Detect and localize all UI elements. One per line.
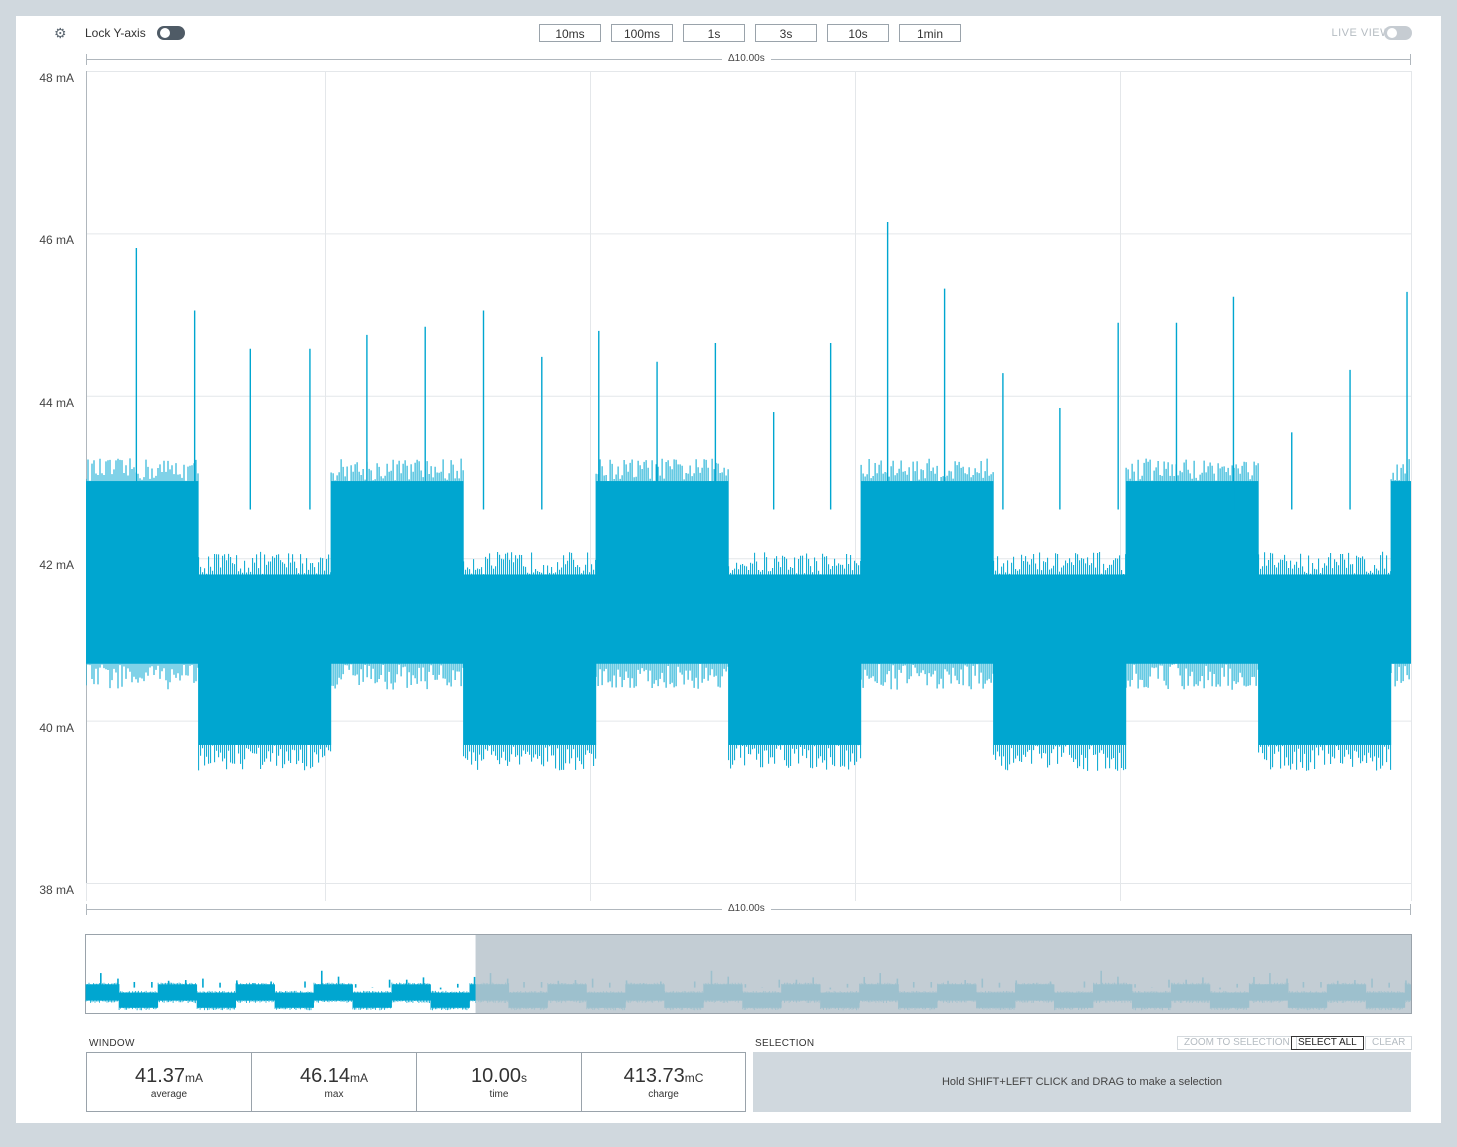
- trace-noise: [198, 551, 332, 771]
- minimap-outside-window[interactable]: [475, 935, 1411, 1013]
- stat-label: max: [324, 1089, 344, 1100]
- range-tick-right: [1410, 904, 1411, 915]
- stat-average: 41.37mA average: [87, 1053, 251, 1111]
- minimap-noise: [274, 990, 313, 1011]
- minimap[interactable]: [85, 934, 1412, 1014]
- stat-label: average: [150, 1089, 188, 1100]
- time-button-1min[interactable]: 1min: [899, 24, 961, 42]
- range-tick-right: [1410, 54, 1411, 65]
- y-tick-label: 42 mA: [39, 558, 74, 572]
- minimap-noise: [118, 990, 157, 1011]
- minimap-noise: [85, 982, 120, 1003]
- chart-grid: [86, 71, 1412, 901]
- y-tick-label: 46 mA: [39, 233, 74, 247]
- zoom-to-selection-button[interactable]: ZOOM TO SELECTION: [1177, 1036, 1297, 1050]
- toggle-knob: [160, 28, 170, 38]
- live-view-label: LIVE VIEW: [1331, 27, 1391, 39]
- current-chart[interactable]: [86, 71, 1412, 901]
- trace-noise: [463, 552, 597, 771]
- lock-y-axis-toggle[interactable]: [157, 26, 185, 40]
- trace-noise: [1125, 458, 1259, 690]
- minimap-noise: [391, 982, 430, 1003]
- stat-label: charge: [648, 1089, 679, 1100]
- selection-section-title: SELECTION: [755, 1038, 815, 1049]
- trace-noise: [330, 458, 464, 690]
- time-button-1s[interactable]: 1s: [683, 24, 745, 42]
- trace-noise: [728, 552, 862, 770]
- time-button-10s[interactable]: 10s: [827, 24, 889, 42]
- clear-button[interactable]: CLEAR: [1365, 1036, 1413, 1050]
- range-delta-bottom: Δ10.00s: [722, 903, 771, 914]
- stat-divider: [581, 1053, 582, 1111]
- live-view-toggle[interactable]: [1384, 26, 1412, 40]
- stat-time: 10.00s time: [417, 1053, 581, 1111]
- minimap-noise: [352, 990, 391, 1011]
- y-tick-label: 48 mA: [39, 71, 74, 85]
- trace-noise: [860, 458, 994, 690]
- gear-icon[interactable]: ⚙: [54, 25, 67, 41]
- stat-unit: mA: [185, 1071, 204, 1085]
- stat-value: 413.73: [623, 1065, 685, 1087]
- stat-max: 46.14mA max: [252, 1053, 416, 1111]
- toggle-knob: [1387, 28, 1397, 38]
- lock-y-axis-label: Lock Y-axis: [85, 26, 146, 40]
- stat-value: 41.37: [134, 1065, 186, 1087]
- stat-unit: mC: [684, 1071, 704, 1085]
- stat-charge: 413.73mC charge: [582, 1053, 745, 1111]
- stat-unit: s: [521, 1071, 528, 1085]
- minimap-noise: [469, 982, 475, 1002]
- trace-noise: [595, 458, 729, 689]
- window-section-title: WINDOW: [89, 1038, 135, 1049]
- selection-hint-area[interactable]: Hold SHIFT+LEFT CLICK and DRAG to make a…: [753, 1052, 1411, 1112]
- minimap-noise: [235, 982, 274, 1003]
- stat-value: 46.14: [299, 1065, 351, 1087]
- range-delta-top: Δ10.00s: [722, 53, 771, 64]
- stat-value: 10.00: [470, 1065, 522, 1087]
- trace-noise: [1390, 459, 1410, 687]
- trace-noise: [1258, 551, 1392, 771]
- stat-label: time: [489, 1089, 509, 1100]
- minimap-noise: [430, 990, 469, 1011]
- app-panel: ⚙ Lock Y-axis 10ms 100ms 1s 3s 10s 1min …: [16, 16, 1441, 1123]
- stat-divider: [416, 1053, 417, 1111]
- range-tick-left: [86, 54, 87, 65]
- trace-noise: [993, 552, 1127, 771]
- time-button-3s[interactable]: 3s: [755, 24, 817, 42]
- range-tick-left: [86, 904, 87, 915]
- select-all-button[interactable]: SELECT ALL: [1291, 1036, 1364, 1050]
- time-button-10ms[interactable]: 10ms: [539, 24, 601, 42]
- stat-divider: [251, 1053, 252, 1111]
- time-button-100ms[interactable]: 100ms: [611, 24, 673, 42]
- minimap-noise: [157, 982, 196, 1004]
- minimap-noise: [313, 982, 352, 1003]
- y-tick-label: 44 mA: [39, 396, 74, 410]
- trace-noise: [86, 458, 199, 690]
- stat-unit: mA: [350, 1071, 369, 1085]
- window-stats: 41.37mA average 46.14mA max 10.00s time …: [86, 1052, 746, 1112]
- y-tick-label: 40 mA: [39, 721, 74, 735]
- current-trace: [86, 222, 1411, 771]
- minimap-noise: [196, 990, 235, 1011]
- y-tick-label: 38 mA: [39, 883, 74, 897]
- selection-hint: Hold SHIFT+LEFT CLICK and DRAG to make a…: [941, 1076, 1223, 1088]
